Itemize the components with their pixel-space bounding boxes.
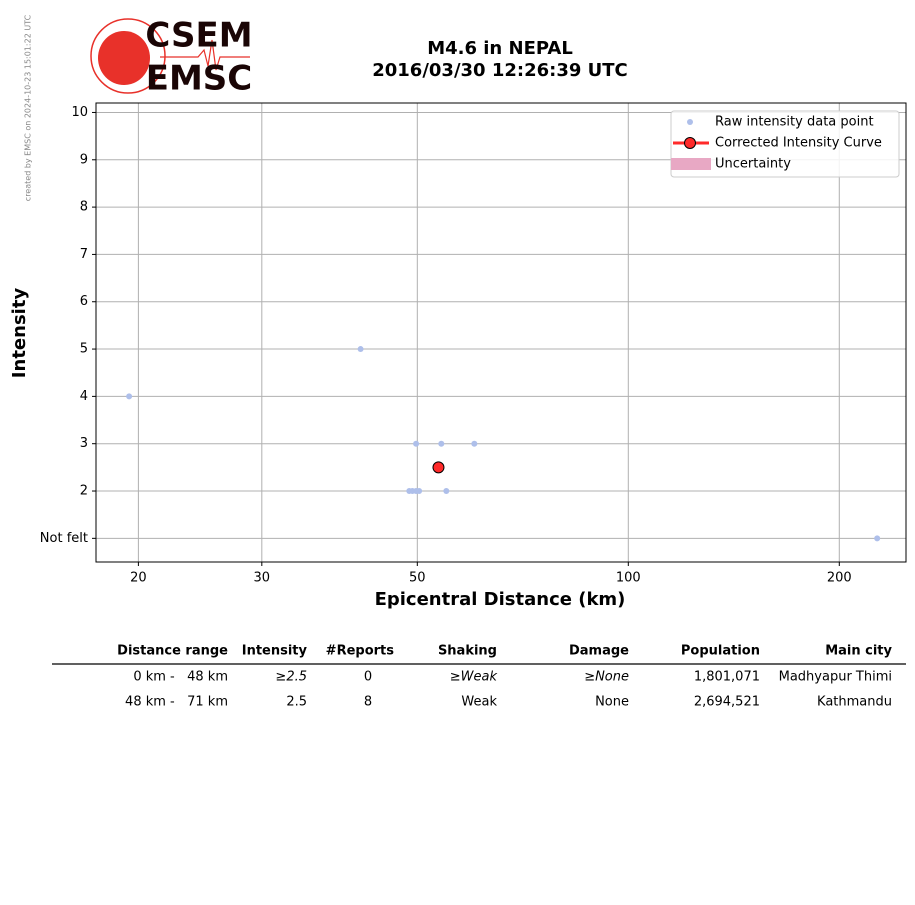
corrected-point — [432, 461, 445, 474]
table-header: Distance range — [117, 644, 228, 659]
y-tick-label: 5 — [80, 342, 88, 357]
table-cell: ≥2.5 — [275, 670, 307, 685]
data-point — [413, 440, 420, 447]
logo-text: EMSC — [146, 59, 253, 99]
chart-title: M4.6 in NEPAL — [427, 38, 573, 59]
legend-label: Uncertainty — [715, 157, 791, 172]
data-point — [416, 488, 423, 495]
y-tick-label: 9 — [80, 152, 88, 167]
plot-frame — [95, 102, 907, 563]
data-point — [357, 346, 364, 353]
table-cell: None — [595, 695, 629, 710]
y-tick-label: 6 — [80, 294, 88, 309]
y-tick-label: 7 — [80, 247, 88, 262]
legend-marker — [684, 137, 696, 149]
table-cell: 0 km - 48 km — [133, 670, 228, 685]
table-cell: Weak — [461, 695, 497, 710]
logo-ring — [90, 18, 166, 94]
y-axis-label: Intensity — [9, 288, 30, 379]
table-cell: Madhyapur Thimi — [779, 670, 892, 685]
data-point — [126, 393, 133, 400]
x-tick-label: 20 — [130, 571, 147, 586]
table-cell: ≥None — [584, 670, 629, 685]
data-point — [438, 440, 445, 447]
table-header: Damage — [569, 644, 629, 659]
data-point — [443, 488, 450, 495]
table-header: Intensity — [242, 644, 308, 659]
data-point — [874, 535, 881, 542]
y-tick-label: 2 — [80, 484, 88, 499]
x-tick-label: 50 — [409, 571, 426, 586]
table-cell: 1,801,071 — [694, 670, 760, 685]
table-cell: 0 — [364, 670, 372, 685]
legend-box — [670, 110, 900, 178]
x-axis-label: Epicentral Distance (km) — [375, 589, 626, 610]
logo: CSEM EMSC — [90, 16, 253, 99]
table-cell: 8 — [364, 695, 372, 710]
data-point — [471, 440, 478, 447]
table-header: Main city — [825, 644, 892, 659]
legend-marker — [671, 158, 711, 170]
x-tick-label: 100 — [616, 571, 641, 586]
table-header: #Reports — [326, 644, 395, 659]
logo-wave — [160, 39, 250, 71]
logo-map — [98, 31, 150, 85]
table-header: Shaking — [438, 644, 497, 659]
y-tick-label: 4 — [80, 389, 88, 404]
table-cell: ≥Weak — [450, 670, 498, 685]
x-tick-label: 30 — [254, 571, 271, 586]
legend-label: Corrected Intensity Curve — [715, 136, 882, 151]
legend-label: Raw intensity data point — [715, 115, 874, 130]
table-cell: Kathmandu — [817, 695, 892, 710]
table-cell: 48 km - 71 km — [125, 695, 228, 710]
legend-marker — [687, 119, 693, 125]
logo-text: CSEM — [145, 16, 252, 56]
table-header: Population — [681, 644, 760, 659]
y-tick-label: 3 — [80, 436, 88, 451]
y-tick-label: 10 — [71, 105, 88, 120]
x-tick-label: 200 — [827, 571, 852, 586]
y-tick-label: Not felt — [40, 531, 88, 546]
table-cell: 2,694,521 — [694, 695, 760, 710]
chart-subtitle: 2016/03/30 12:26:39 UTC — [372, 60, 628, 81]
table-cell: 2.5 — [286, 695, 307, 710]
credit: created by EMSC on 2024-10-23 15:01:22 U… — [24, 14, 33, 201]
y-tick-label: 8 — [80, 200, 88, 215]
